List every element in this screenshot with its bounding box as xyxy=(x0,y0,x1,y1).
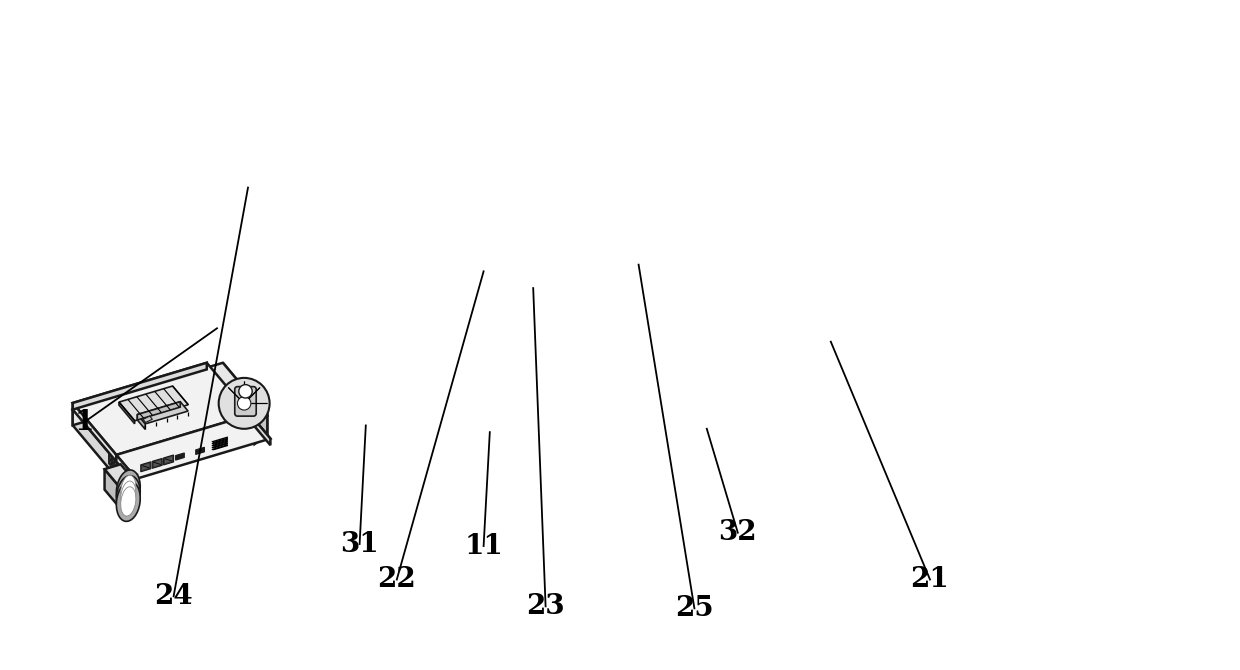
Ellipse shape xyxy=(117,470,140,510)
Polygon shape xyxy=(115,461,117,466)
Polygon shape xyxy=(113,462,114,468)
Polygon shape xyxy=(154,460,161,467)
FancyBboxPatch shape xyxy=(234,387,257,416)
Polygon shape xyxy=(223,362,268,435)
Polygon shape xyxy=(207,362,268,425)
Polygon shape xyxy=(165,456,172,464)
Polygon shape xyxy=(196,448,205,454)
Polygon shape xyxy=(254,415,268,425)
Polygon shape xyxy=(141,463,150,470)
Polygon shape xyxy=(113,462,114,468)
Polygon shape xyxy=(117,464,119,469)
Polygon shape xyxy=(117,468,119,474)
Polygon shape xyxy=(120,464,133,481)
Polygon shape xyxy=(110,460,112,465)
Polygon shape xyxy=(123,470,129,474)
Polygon shape xyxy=(109,454,120,476)
Text: 21: 21 xyxy=(910,566,950,593)
Ellipse shape xyxy=(117,476,140,516)
Polygon shape xyxy=(113,458,114,463)
Ellipse shape xyxy=(120,475,136,505)
Text: 1: 1 xyxy=(74,409,94,436)
Polygon shape xyxy=(110,455,112,460)
Polygon shape xyxy=(143,416,153,423)
Polygon shape xyxy=(117,468,119,474)
Polygon shape xyxy=(153,458,162,468)
Polygon shape xyxy=(73,403,117,462)
Polygon shape xyxy=(113,458,114,463)
Text: 24: 24 xyxy=(154,583,193,610)
Polygon shape xyxy=(119,386,188,421)
Polygon shape xyxy=(128,470,133,474)
Circle shape xyxy=(218,378,269,429)
Text: 23: 23 xyxy=(526,593,565,620)
Text: 22: 22 xyxy=(377,566,417,593)
Text: 11: 11 xyxy=(464,533,503,559)
Polygon shape xyxy=(119,402,135,424)
Polygon shape xyxy=(73,369,254,467)
Text: 25: 25 xyxy=(675,595,714,622)
Polygon shape xyxy=(117,455,136,485)
Circle shape xyxy=(239,385,252,398)
Polygon shape xyxy=(176,453,185,460)
Polygon shape xyxy=(110,460,112,465)
Polygon shape xyxy=(123,469,129,475)
Polygon shape xyxy=(104,464,136,488)
Polygon shape xyxy=(120,464,134,469)
Polygon shape xyxy=(73,362,250,455)
Ellipse shape xyxy=(120,481,136,511)
Text: 31: 31 xyxy=(340,531,379,557)
Ellipse shape xyxy=(120,487,136,516)
Text: 32: 32 xyxy=(718,519,758,546)
Polygon shape xyxy=(115,466,117,471)
Polygon shape xyxy=(115,466,117,471)
Polygon shape xyxy=(212,438,229,452)
Polygon shape xyxy=(254,415,268,444)
Polygon shape xyxy=(73,409,120,482)
Polygon shape xyxy=(110,455,112,460)
Polygon shape xyxy=(117,415,270,479)
Circle shape xyxy=(123,472,131,480)
Polygon shape xyxy=(250,415,270,446)
Ellipse shape xyxy=(117,482,140,521)
Polygon shape xyxy=(117,464,119,469)
Circle shape xyxy=(237,397,250,410)
Polygon shape xyxy=(73,362,207,409)
Polygon shape xyxy=(134,474,138,477)
Polygon shape xyxy=(115,461,117,466)
Polygon shape xyxy=(164,455,174,465)
Polygon shape xyxy=(138,402,180,420)
Polygon shape xyxy=(141,462,151,472)
Polygon shape xyxy=(73,369,207,425)
Polygon shape xyxy=(120,483,136,509)
Polygon shape xyxy=(138,415,145,429)
Polygon shape xyxy=(130,472,135,476)
Polygon shape xyxy=(138,402,188,424)
Polygon shape xyxy=(104,469,120,509)
